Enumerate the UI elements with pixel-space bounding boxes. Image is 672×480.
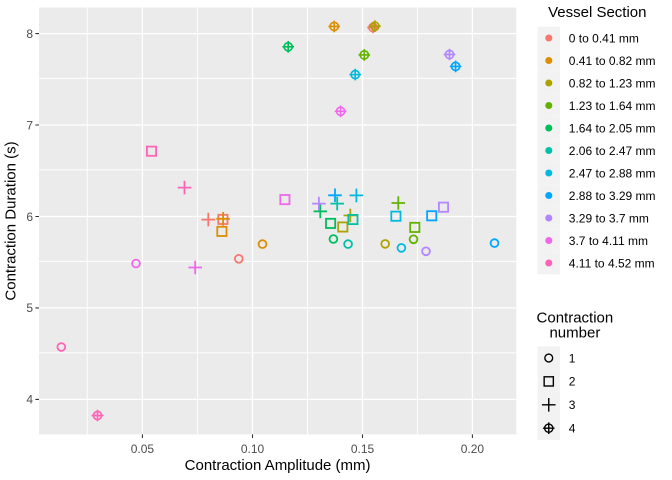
svg-text:4.11 to 4.52 mm: 4.11 to 4.52 mm <box>569 256 655 270</box>
svg-text:3.7 to 4.11 mm: 3.7 to 4.11 mm <box>569 234 648 248</box>
svg-text:7: 7 <box>26 118 33 132</box>
svg-text:2: 2 <box>569 375 576 389</box>
svg-text:6: 6 <box>26 210 33 224</box>
svg-text:0.15: 0.15 <box>351 442 375 456</box>
svg-text:1.64 to 2.05 mm: 1.64 to 2.05 mm <box>569 121 656 135</box>
svg-text:5: 5 <box>26 301 33 315</box>
svg-text:Vessel Section: Vessel Section <box>548 4 646 21</box>
svg-text:0 to 0.41 mm: 0 to 0.41 mm <box>569 31 639 45</box>
svg-text:0.10: 0.10 <box>241 442 265 456</box>
svg-text:number: number <box>549 325 600 342</box>
svg-text:3: 3 <box>569 398 576 412</box>
svg-text:8: 8 <box>26 27 33 41</box>
svg-text:2.06 to 2.47 mm: 2.06 to 2.47 mm <box>569 144 656 158</box>
svg-text:2.47 to 2.88 mm: 2.47 to 2.88 mm <box>569 166 656 180</box>
svg-text:0.82 to 1.23 mm: 0.82 to 1.23 mm <box>569 76 656 90</box>
svg-text:Contraction Duration (s): Contraction Duration (s) <box>3 141 20 300</box>
svg-text:3.29 to 3.7 mm: 3.29 to 3.7 mm <box>569 211 649 225</box>
svg-text:0.41 to 0.82 mm: 0.41 to 0.82 mm <box>569 54 656 68</box>
svg-text:0.05: 0.05 <box>131 442 155 456</box>
svg-text:Contraction: Contraction <box>537 310 614 327</box>
svg-text:4: 4 <box>569 421 576 435</box>
svg-text:4: 4 <box>26 393 33 407</box>
svg-text:Contraction Amplitude (mm): Contraction Amplitude (mm) <box>185 457 371 474</box>
svg-text:1: 1 <box>569 351 576 365</box>
svg-text:0.20: 0.20 <box>461 442 485 456</box>
svg-text:1.23 to 1.64 mm: 1.23 to 1.64 mm <box>569 99 656 113</box>
svg-text:2.88 to 3.29 mm: 2.88 to 3.29 mm <box>569 189 656 203</box>
